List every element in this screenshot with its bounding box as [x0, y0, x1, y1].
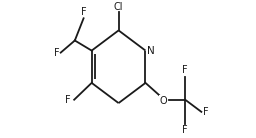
Text: F: F [54, 48, 59, 58]
Text: Cl: Cl [114, 2, 123, 12]
Text: N: N [147, 46, 154, 56]
Text: F: F [182, 125, 188, 135]
Text: F: F [203, 107, 208, 117]
Text: F: F [81, 7, 86, 17]
Text: F: F [182, 66, 188, 75]
Text: O: O [160, 96, 167, 106]
Text: F: F [65, 95, 71, 105]
